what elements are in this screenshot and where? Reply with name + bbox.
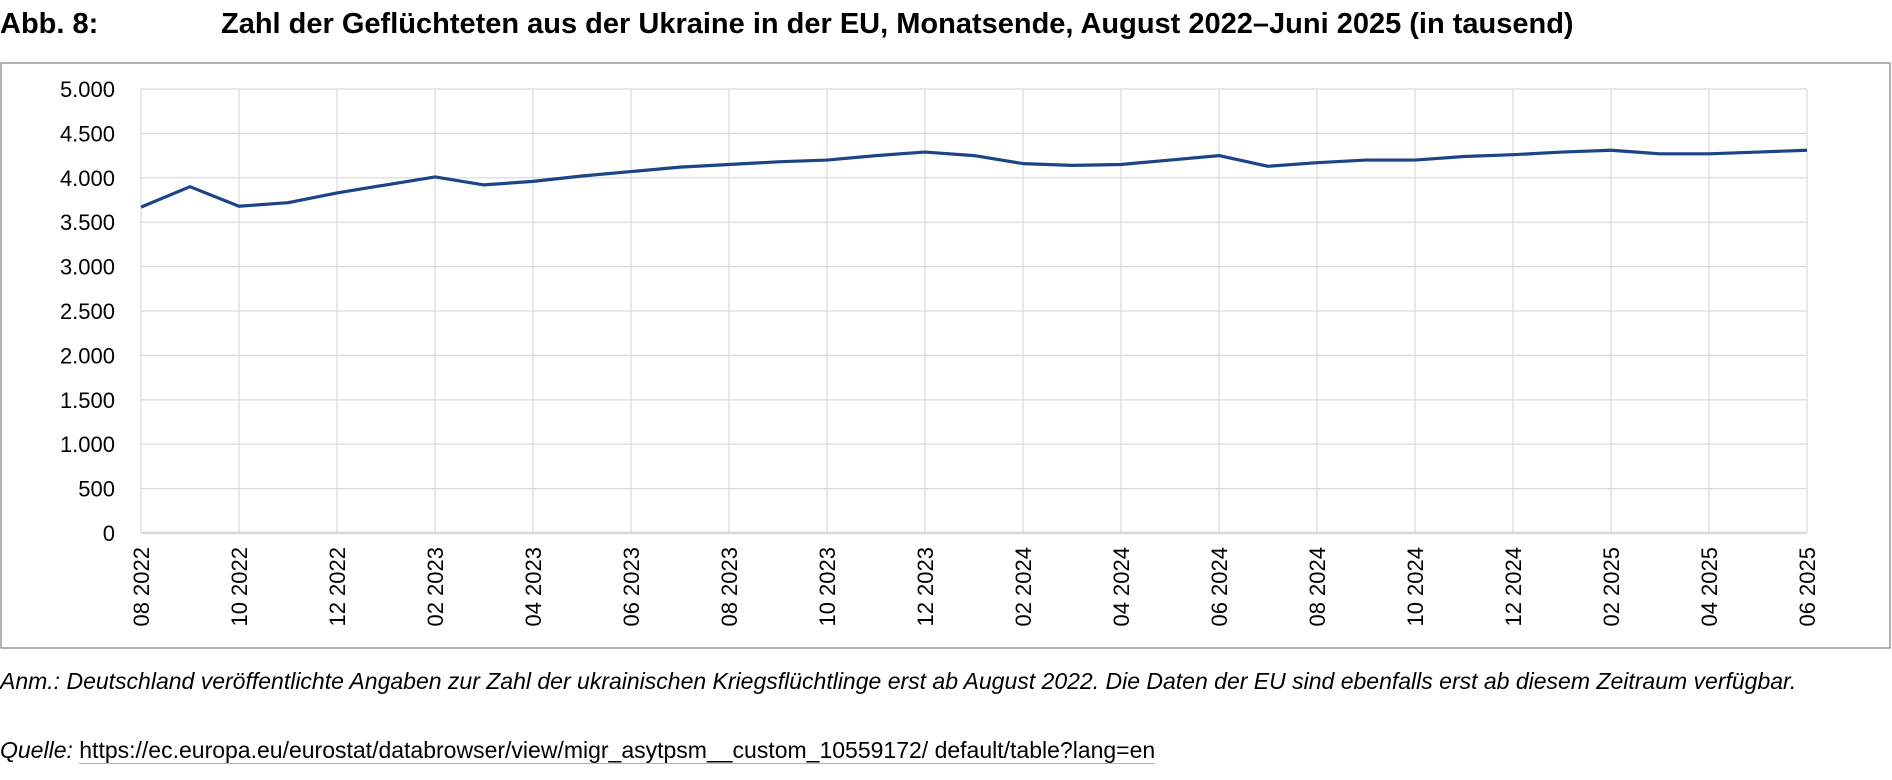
x-tick-label: 02 2023 <box>423 547 448 627</box>
source-label: Quelle: <box>0 737 73 763</box>
y-tick-label: 3.500 <box>60 210 115 235</box>
y-tick-label: 2.000 <box>60 343 115 368</box>
x-tick-label: 04 2023 <box>521 547 546 627</box>
source-url[interactable]: https://ec.europa.eu/eurostat/databrowse… <box>79 737 1156 764</box>
y-tick-label: 500 <box>78 477 115 502</box>
x-tick-label: 04 2025 <box>1697 547 1722 627</box>
x-tick-label: 02 2024 <box>1011 547 1036 627</box>
x-tick-label: 10 2022 <box>227 547 252 627</box>
x-tick-label: 10 2024 <box>1403 547 1428 627</box>
y-tick-label: 5.000 <box>60 77 115 102</box>
x-tick-label: 06 2024 <box>1207 547 1232 627</box>
x-tick-label: 08 2022 <box>129 547 154 627</box>
x-tick-label: 12 2023 <box>913 547 938 627</box>
x-tick-label: 04 2024 <box>1109 547 1134 627</box>
y-tick-label: 3.000 <box>60 255 115 280</box>
chart-title: Zahl der Geflüchteten aus der Ukraine in… <box>221 8 1574 40</box>
x-tick-label: 08 2024 <box>1305 547 1330 627</box>
chart: 0 500 1.000 1.500 2.000 2.500 3.000 3.500 4.000 4… <box>0 62 1891 649</box>
x-tick-label: 08 2023 <box>717 547 742 627</box>
y-tick-label: 4.000 <box>60 166 115 191</box>
x-tick-label: 10 2023 <box>815 547 840 627</box>
y-tick-label: 4.500 <box>60 121 115 146</box>
x-tick-label: 12 2024 <box>1501 547 1526 627</box>
source: Quelle: https://ec.europa.eu/eurostat/da… <box>0 735 1888 766</box>
y-tick-label: 1.000 <box>60 432 115 457</box>
figure-label: Abb. 8: <box>0 8 99 40</box>
x-tick-label: 02 2025 <box>1599 547 1624 627</box>
y-tick-label: 1.500 <box>60 388 115 413</box>
x-tick-label: 12 2022 <box>325 547 350 627</box>
y-tick-label: 2.500 <box>60 299 115 324</box>
x-tick-label: 06 2025 <box>1795 547 1820 627</box>
x-tick-label: 06 2023 <box>619 547 644 627</box>
chart-frame <box>0 62 1891 649</box>
y-tick-label: 0 <box>103 521 115 546</box>
line <box>140 148 1808 209</box>
note: Anm.: Deutschland veröffentlichte Angabe… <box>0 668 1797 694</box>
